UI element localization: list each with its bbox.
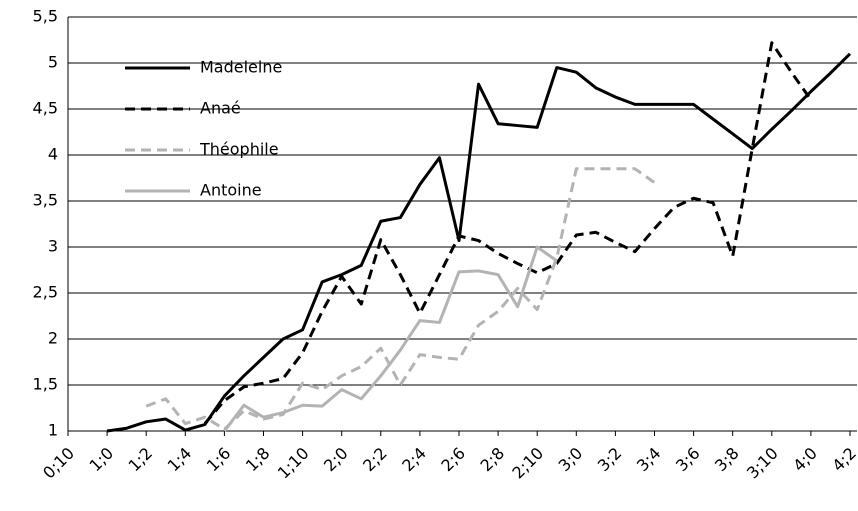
x-tick-label: 3;4 bbox=[633, 444, 665, 476]
x-tick-label: 4;0 bbox=[789, 444, 821, 476]
y-tick-label: 2,5 bbox=[33, 283, 58, 302]
x-tick-label: 2;10 bbox=[508, 444, 547, 483]
x-tick-label: 3;0 bbox=[555, 444, 587, 476]
legend-label: Anaé bbox=[200, 99, 241, 118]
y-tick-label: 2 bbox=[48, 329, 58, 348]
series-line bbox=[203, 41, 813, 425]
x-tick-label: 3;8 bbox=[711, 444, 743, 476]
x-tick-label: 2;6 bbox=[437, 444, 469, 476]
x-tick-label: 3;2 bbox=[594, 444, 626, 476]
y-tick-label: 5 bbox=[48, 53, 58, 72]
x-tick-label: 1;8 bbox=[242, 444, 274, 476]
y-tick-label: 4 bbox=[48, 145, 58, 164]
x-tick-label: 3;6 bbox=[672, 444, 704, 476]
x-tick-label: 1;4 bbox=[164, 444, 196, 476]
y-tick-label: 5,5 bbox=[33, 7, 58, 26]
x-tick-label: 2;4 bbox=[398, 444, 430, 476]
x-tick-label: 4;2 bbox=[828, 444, 858, 476]
x-tick-label: 1;6 bbox=[203, 444, 235, 476]
x-tick-label: 1;2 bbox=[125, 444, 157, 476]
x-tick-label: 2;2 bbox=[359, 444, 391, 476]
y-tick-label: 3 bbox=[48, 237, 58, 256]
legend-label: Théophile bbox=[199, 140, 279, 159]
x-tick-label: 0;10 bbox=[39, 444, 78, 483]
legend-label: Madeleine bbox=[200, 58, 282, 77]
legend-label: Antoine bbox=[200, 181, 262, 200]
y-tick-label: 4,5 bbox=[33, 99, 58, 118]
series-line bbox=[223, 245, 558, 432]
x-tick-label: 2;0 bbox=[320, 444, 352, 476]
x-tick-label: 2;8 bbox=[476, 444, 508, 476]
series-line bbox=[106, 52, 852, 433]
x-tick-label: 1;10 bbox=[274, 444, 313, 483]
x-tick-label: 1;0 bbox=[85, 444, 117, 476]
series-line bbox=[145, 167, 656, 431]
x-tick-label: 3;10 bbox=[743, 444, 782, 483]
y-tick-label: 1 bbox=[48, 421, 58, 440]
y-tick-label: 3,5 bbox=[33, 191, 58, 210]
y-tick-label: 1,5 bbox=[33, 375, 58, 394]
